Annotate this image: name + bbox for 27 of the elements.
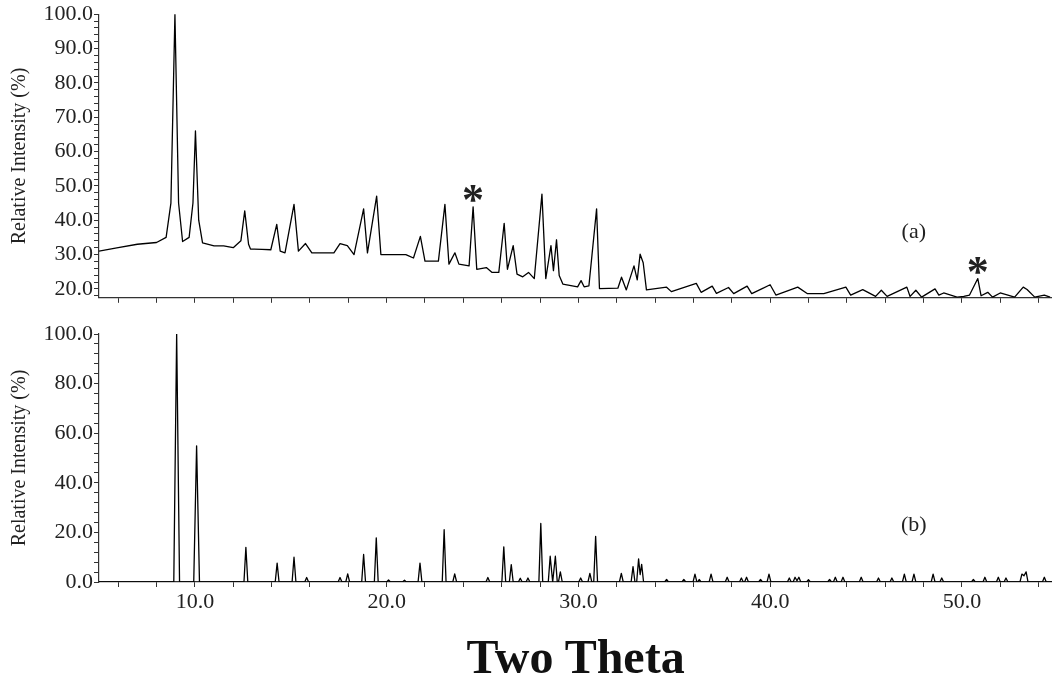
x-tick-label: 50.0 [942,587,982,613]
y-tick-label: 60.0 [54,137,93,163]
y-tick-label: 40.0 [54,468,93,494]
x-axis-title: Two Theta [466,629,685,683]
y-tick-label: 40.0 [54,205,93,231]
x-tick-label: 30.0 [559,587,598,613]
y-tick-label: 70.0 [54,102,93,128]
y-tick-label: 30.0 [54,240,93,266]
y-axis-title: Relative Intensity (%) [7,369,31,547]
x-tick-label: 40.0 [750,587,790,613]
annotation: * [966,246,989,296]
annotation: * [462,174,485,224]
y-axis-title: Relative Intensity (%) [7,67,31,245]
y-tick-label: 100.0 [43,0,93,25]
y-tick-label: 20.0 [54,274,93,300]
annotation: (b) [900,510,927,536]
y-tick-label: 50.0 [54,171,93,197]
x-tick-label: 20.0 [367,587,406,613]
y-tick-label: 100.0 [43,319,93,345]
y-tick-label: 60.0 [54,418,93,444]
annotation: (a) [901,218,927,244]
x-tick-label: 10.0 [175,587,215,613]
y-tick-label: 80.0 [54,369,93,395]
y-tick-label: 20.0 [54,518,93,544]
y-tick-label: 80.0 [54,68,93,94]
y-tick-label: 0.0 [65,567,93,593]
y-tick-label: 90.0 [54,34,93,60]
